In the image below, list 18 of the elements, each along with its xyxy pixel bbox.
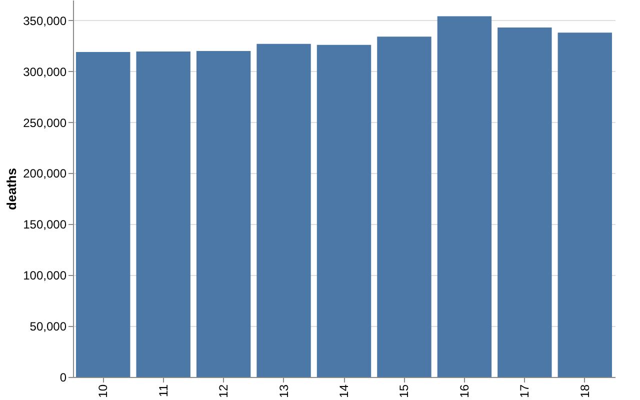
x-tick-label: 13	[276, 384, 291, 398]
y-tick-label: 300,000	[23, 64, 67, 79]
x-tick-label: 16	[457, 384, 472, 398]
x-tick-label: 17	[518, 384, 532, 398]
y-axis-title: deaths	[4, 168, 20, 210]
y-tick-label: 0	[60, 370, 67, 384]
y-tick-label: 250,000	[23, 116, 67, 130]
y-tick-label: 150,000	[23, 218, 67, 232]
y-tick-label: 350,000	[23, 14, 67, 28]
y-tick-label: 100,000	[23, 268, 67, 283]
x-tick-label: 12	[216, 384, 231, 398]
y-tick-label: 200,000	[23, 166, 67, 181]
y-tick-label: 50,000	[30, 320, 67, 334]
x-tick-label: 18	[578, 384, 592, 398]
x-tick-label: 15	[397, 384, 412, 398]
x-tick-label: 10	[96, 384, 110, 398]
x-tick-label: 11	[156, 384, 170, 397]
x-tick-label: 14	[337, 384, 351, 398]
